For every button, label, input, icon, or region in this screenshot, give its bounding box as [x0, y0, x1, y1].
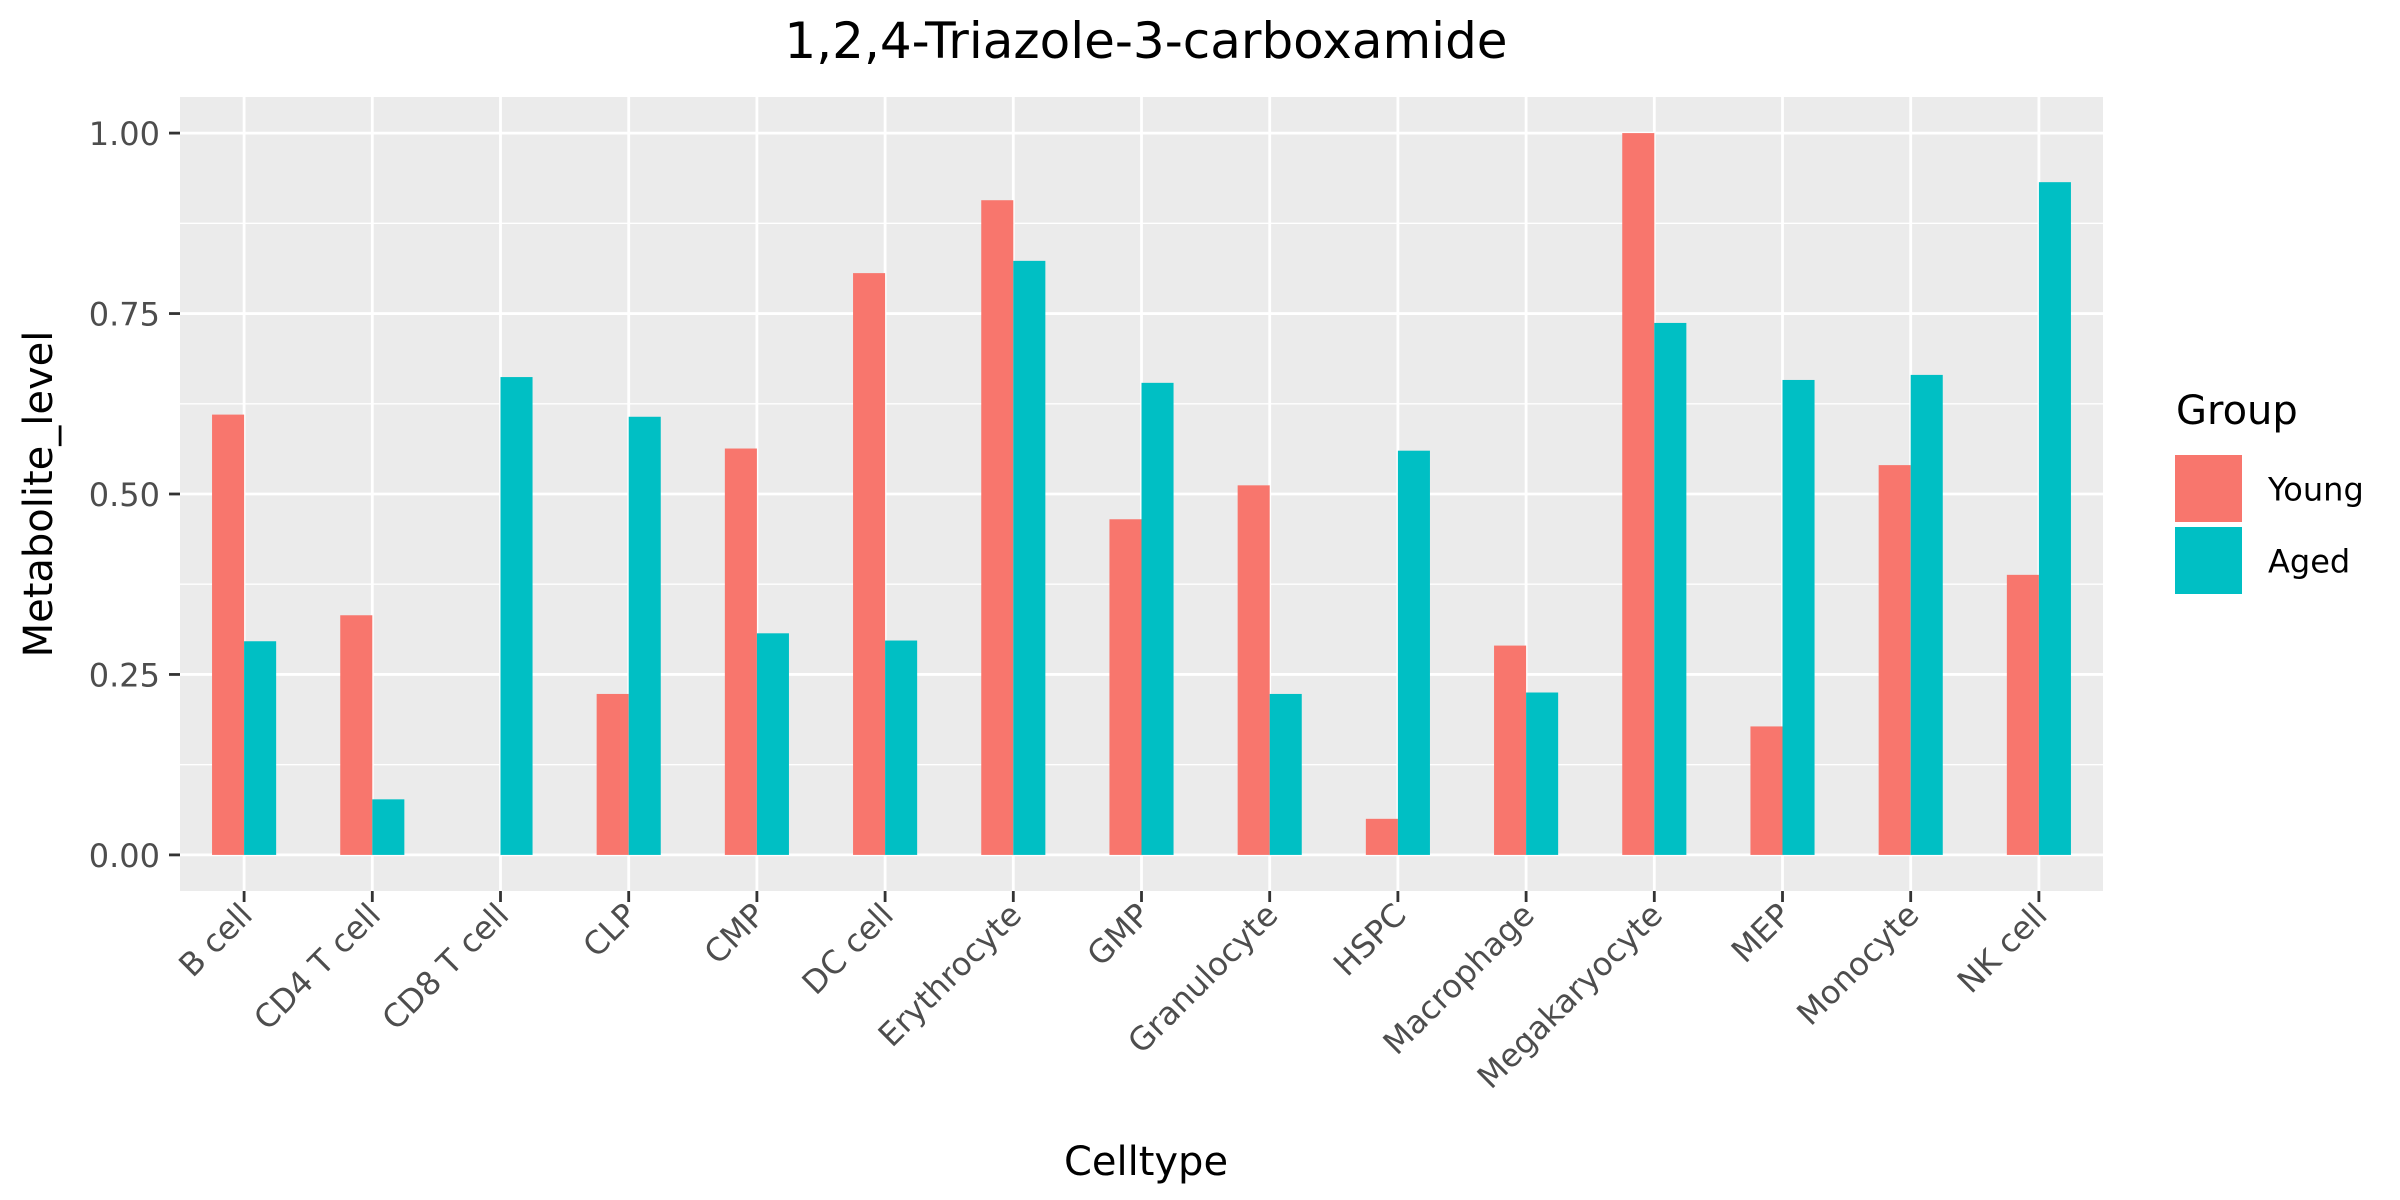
bar-aged: [885, 640, 918, 855]
bar-aged: [628, 416, 661, 855]
y-tick-label: 1.00: [89, 115, 160, 153]
bar-young: [981, 200, 1014, 855]
chart-title: 1,2,4-Triazole-3-carboxamide: [784, 12, 1507, 70]
bars: [212, 133, 2071, 855]
bar-young: [1878, 465, 1911, 855]
bar-aged: [2038, 182, 2071, 855]
bar-aged: [1141, 382, 1174, 855]
bar-aged: [1013, 260, 1046, 855]
y-tick-label: 0.50: [89, 476, 160, 514]
y-axis-title: Metabolite_level: [16, 331, 62, 658]
y-tick-label: 0.75: [89, 296, 160, 334]
bar-aged: [372, 799, 405, 855]
legend-key-young: [2175, 455, 2242, 522]
bar-young: [1365, 818, 1398, 855]
bar-aged: [244, 641, 277, 855]
bar-young: [1237, 485, 1270, 855]
y-tick-label: 0.25: [89, 656, 160, 694]
bar-young: [596, 693, 629, 855]
bar-young: [1109, 519, 1142, 855]
bar-aged: [500, 377, 533, 855]
legend-label-aged: Aged: [2268, 543, 2350, 581]
bar-young: [1494, 645, 1527, 855]
legend-title: Group: [2176, 388, 2298, 434]
bar-young: [2006, 574, 2039, 855]
bar-young: [340, 615, 373, 855]
bar-aged: [1269, 693, 1302, 855]
y-tick-label: 0.00: [89, 837, 160, 875]
bar-young: [1750, 726, 1783, 855]
bar-aged: [1782, 379, 1815, 855]
y-axis: 0.00 0.25 0.50 0.75 1.00: [89, 115, 180, 875]
legend-key-aged: [2175, 527, 2242, 594]
bar-young: [212, 414, 245, 855]
bar-young: [724, 448, 757, 855]
legend-label-young: Young: [2267, 471, 2364, 509]
bar-young: [853, 273, 886, 855]
bar-aged: [1526, 692, 1559, 855]
bar-young: [1622, 133, 1655, 855]
legend: Group Young Aged: [2175, 388, 2364, 594]
bar-aged: [1654, 322, 1687, 855]
bar-aged: [1910, 374, 1943, 855]
x-axis-title: Celltype: [1064, 1139, 1228, 1185]
bar-aged: [756, 633, 789, 855]
bar-aged: [1397, 450, 1430, 855]
